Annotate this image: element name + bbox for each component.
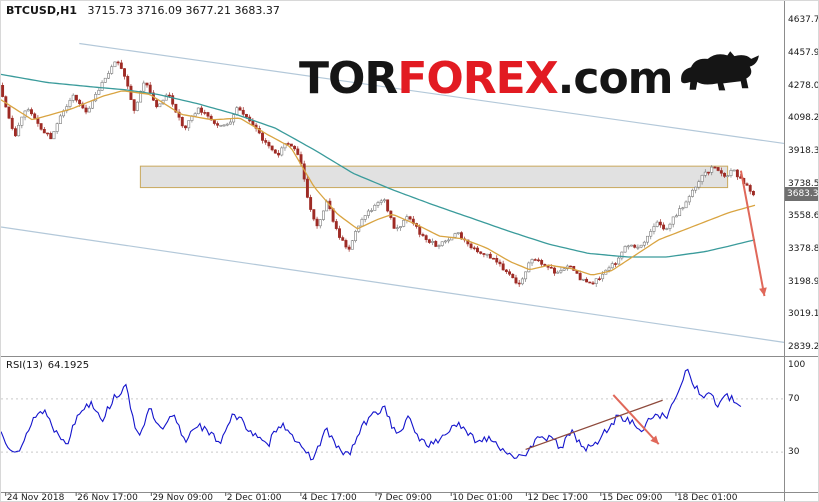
time-axis-label: 26 Nov 17:00 [77, 493, 138, 502]
rsi-level-lines [1, 398, 784, 453]
rsi-value: 64.1925 [47, 360, 90, 371]
price-axis-label: 4278.05 [788, 80, 819, 91]
trend-channel-lines [1, 42, 785, 343]
ohlc-values: 3715.73 3716.09 3677.21 3683.37 [87, 4, 280, 17]
price-axis-label: 3558.65 [788, 211, 819, 222]
price-axis-label: 4637.75 [788, 15, 819, 26]
rsi-line [1, 368, 742, 461]
price-axis-label: 4098.20 [788, 113, 819, 124]
price-axis-label: 3378.80 [788, 244, 819, 255]
torforex-logo: TOR FOREX .com [299, 51, 761, 105]
time-axis-label: 4 Dec 17:00 [301, 493, 357, 502]
rsi-axis-label: 70 [788, 393, 800, 404]
time-axis-label: 2 Dec 01:00 [226, 493, 282, 502]
logo-text-tor: TOR [299, 53, 398, 104]
time-axis-label: 7 Dec 09:00 [377, 493, 432, 502]
price-axis-label: 4457.90 [788, 47, 819, 58]
chart-ohlc-header: BTCUSD,H1 3715.73 3716.09 3677.21 3683.3… [6, 4, 280, 17]
rsi-axis-label: 100 [788, 360, 806, 370]
price-axis-label: 3198.95 [788, 276, 819, 287]
symbol-timeframe-label: BTCUSD,H1 [6, 4, 77, 17]
time-axis-label: 18 Dec 01:00 [676, 493, 738, 502]
ma-fast-line [1, 90, 756, 276]
time-axis-label: 29 Nov 09:00 [152, 493, 214, 502]
time-axis-ticks [5, 492, 677, 496]
candlestick-series [1, 59, 755, 287]
time-axis-label: 24 Nov 2018 [6, 493, 65, 502]
price-axis-label: 3019.10 [788, 309, 819, 320]
time-axis-label: 10 Dec 01:00 [452, 493, 513, 502]
logo-text-com: .com [557, 53, 674, 104]
rsi-axis-label: 30 [788, 447, 800, 458]
logo-text-forex: FOREX [397, 53, 558, 104]
bull-logo-icon [677, 49, 761, 105]
rsi-forecast-arrow [612, 394, 660, 445]
ma-slow-line [1, 73, 756, 258]
price-axis-label: 2839.25 [788, 342, 819, 353]
current-price-badge: 3683.37 [785, 186, 818, 201]
rsi-trendline [525, 399, 663, 451]
price-forecast-arrow [739, 170, 767, 297]
resistance-zone [139, 165, 729, 189]
time-axis-label: 12 Dec 17:00 [527, 493, 588, 502]
rsi-name: RSI(13) [6, 360, 43, 371]
price-axis-label: 3738.50 [788, 178, 819, 189]
price-axis-label: 3918.35 [788, 146, 819, 156]
rsi-indicator-label: RSI(13) 64.1925 [6, 360, 89, 371]
time-axis-label: 15 Dec 09:00 [601, 493, 663, 502]
